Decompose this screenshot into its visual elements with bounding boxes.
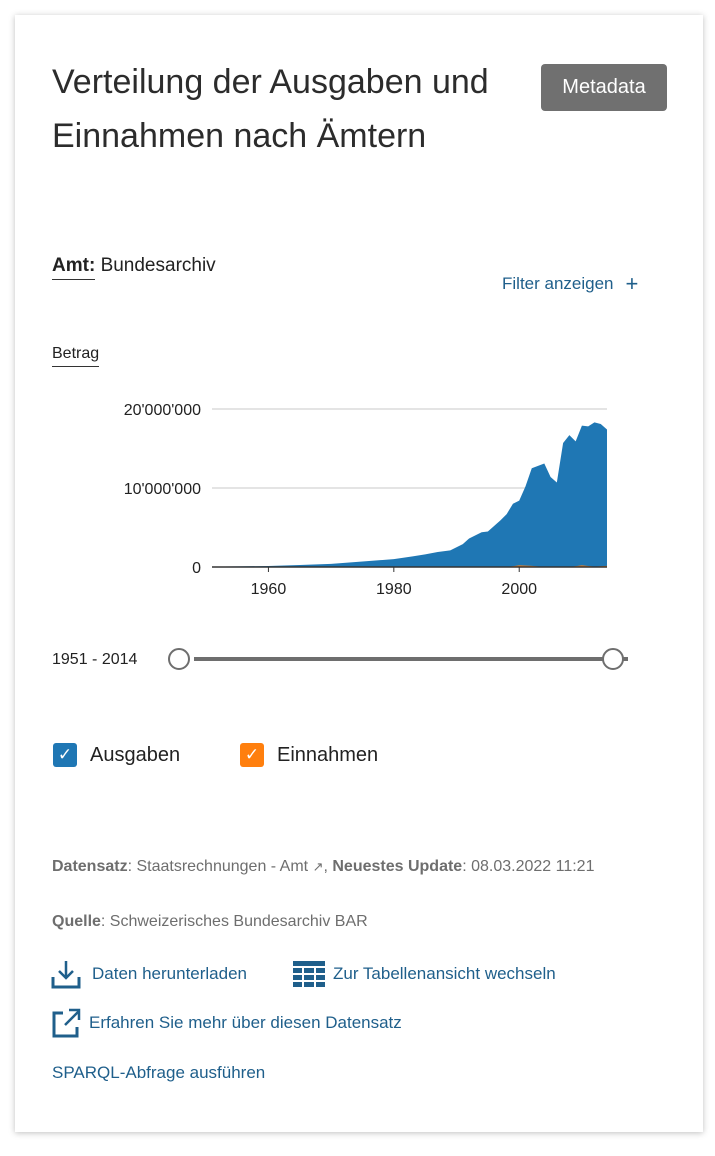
range-slider-track[interactable] [194, 657, 628, 661]
external-link-icon[interactable]: ↗ [312, 859, 324, 874]
legend-label: Ausgaben [90, 743, 181, 766]
filter-toggle-label: Filter anzeigen [502, 274, 614, 293]
filter-toggle[interactable]: Filter anzeigen + [502, 271, 638, 297]
external-link-icon [52, 1008, 81, 1038]
area-series-ausgaben [212, 422, 607, 567]
sparql-link[interactable]: SPARQL-Abfrage ausführen [52, 1063, 266, 1082]
learn-more-link[interactable]: Erfahren Sie mehr über diesen Datensatz [51, 1008, 402, 1038]
download-icon [51, 961, 81, 989]
range-slider-end-handle[interactable] [602, 648, 624, 670]
table-view-link[interactable]: Zur Tabellenansicht wechseln [293, 961, 556, 987]
x-tick-label: 1980 [376, 581, 412, 598]
update-label: Neuestes Update [332, 858, 463, 875]
check-icon: ✓ [240, 743, 264, 767]
source-info: Quelle: Schweizerisches Bundesarchiv BAR [52, 913, 368, 930]
download-label: Daten herunterladen [92, 964, 248, 983]
dataset-label: Datensatz [52, 858, 128, 875]
table-view-label: Zur Tabellenansicht wechseln [333, 964, 556, 983]
y-tick-label: 0 [192, 560, 201, 577]
source-label: Quelle [52, 913, 101, 930]
check-icon: ✓ [53, 743, 77, 767]
learn-more-label: Erfahren Sie mehr über diesen Datensatz [89, 1013, 402, 1032]
dataset-link[interactable]: Staatsrechnungen - Amt [136, 858, 309, 875]
filter-label: Amt: [52, 255, 96, 280]
measure-label[interactable]: Betrag [52, 345, 100, 367]
x-tick-label: 1960 [251, 581, 287, 598]
download-link[interactable]: Daten herunterladen [51, 959, 247, 989]
y-tick-label: 10'000'000 [124, 481, 201, 498]
plus-icon: + [625, 271, 639, 296]
legend-checkbox-einnahmen[interactable]: ✓ Einnahmen [240, 743, 378, 767]
area-chart: 0 10'000'000 20'000'000 1960 1980 2000 [124, 402, 607, 598]
table-icon [293, 961, 325, 987]
active-filter: Amt: Bundesarchiv [52, 255, 216, 280]
area-series-einnahmen [212, 565, 607, 567]
range-label: 1951 - 2014 [52, 651, 138, 668]
filter-value: Bundesarchiv [100, 255, 216, 276]
range-slider-start-handle[interactable] [168, 648, 190, 670]
legend-checkbox-ausgaben[interactable]: ✓ Ausgaben [53, 743, 180, 767]
dataset-info: Datensatz: Staatsrechnungen - Amt ↗, Neu… [52, 858, 595, 875]
legend-label: Einnahmen [277, 743, 379, 766]
update-value: 08.03.2022 11:21 [471, 858, 595, 875]
y-tick-label: 20'000'000 [124, 402, 201, 419]
page-title: Verteilung der Ausgaben und Einnahmen na… [52, 63, 489, 155]
chart-card: Verteilung der Ausgaben und Einnahmen na… [15, 15, 703, 1132]
metadata-button[interactable]: Metadata [541, 64, 667, 111]
source-value: Schweizerisches Bundesarchiv BAR [109, 913, 368, 930]
x-tick-label: 2000 [501, 581, 537, 598]
